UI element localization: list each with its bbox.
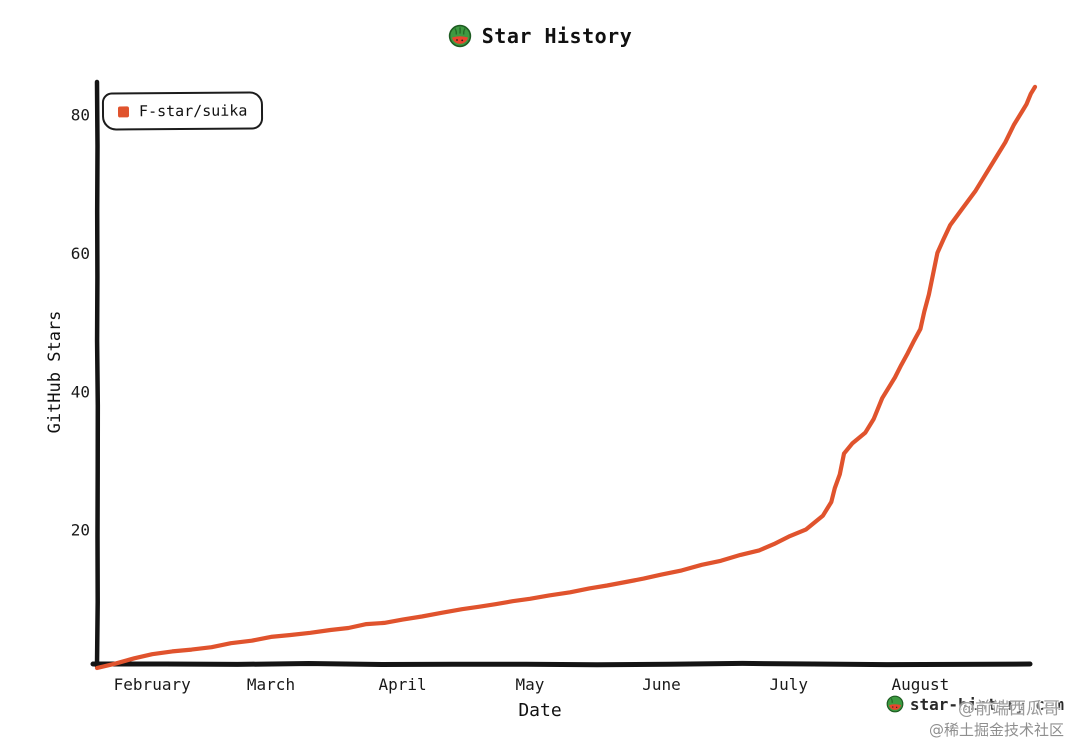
watermark-community: @稀土掘金技术社区: [928, 721, 1064, 739]
x-axis-line: [90, 660, 1033, 668]
watermark-row: star-history.com @前端西瓜哥: [834, 694, 1064, 719]
legend-swatch: [117, 105, 130, 117]
x-tick-label: April: [379, 675, 427, 694]
watermelon-icon: [448, 24, 472, 48]
y-tick-label: 20: [71, 521, 90, 540]
star-history-line: [94, 84, 1038, 671]
page-title: Star History: [481, 24, 633, 48]
x-tick-label: May: [515, 675, 544, 694]
x-tick-label: February: [114, 675, 191, 694]
y-tick-label: 40: [71, 382, 90, 401]
watermark-author: @前端西瓜哥: [958, 699, 1060, 719]
x-tick-label: August: [892, 675, 950, 694]
legend-series-label: F-star/suika: [138, 101, 248, 121]
chart-title-row: Star History: [0, 24, 1080, 48]
y-axis-title: GitHub Stars: [45, 310, 65, 434]
legend: F-star/suika: [101, 91, 264, 131]
watermark-site: star-history.com: [909, 694, 1064, 714]
y-tick-label: 60: [71, 244, 90, 263]
x-axis-title: Date: [518, 700, 562, 721]
watermelon-icon-small: [886, 695, 904, 713]
x-tick-label: July: [770, 675, 809, 694]
y-tick-label: 80: [71, 106, 90, 125]
x-tick-label: March: [247, 675, 295, 694]
y-axis-line: [94, 79, 101, 669]
x-tick-label: June: [642, 675, 681, 694]
watermark: star-history.com @前端西瓜哥 @稀土掘金技术社区: [834, 694, 1064, 740]
